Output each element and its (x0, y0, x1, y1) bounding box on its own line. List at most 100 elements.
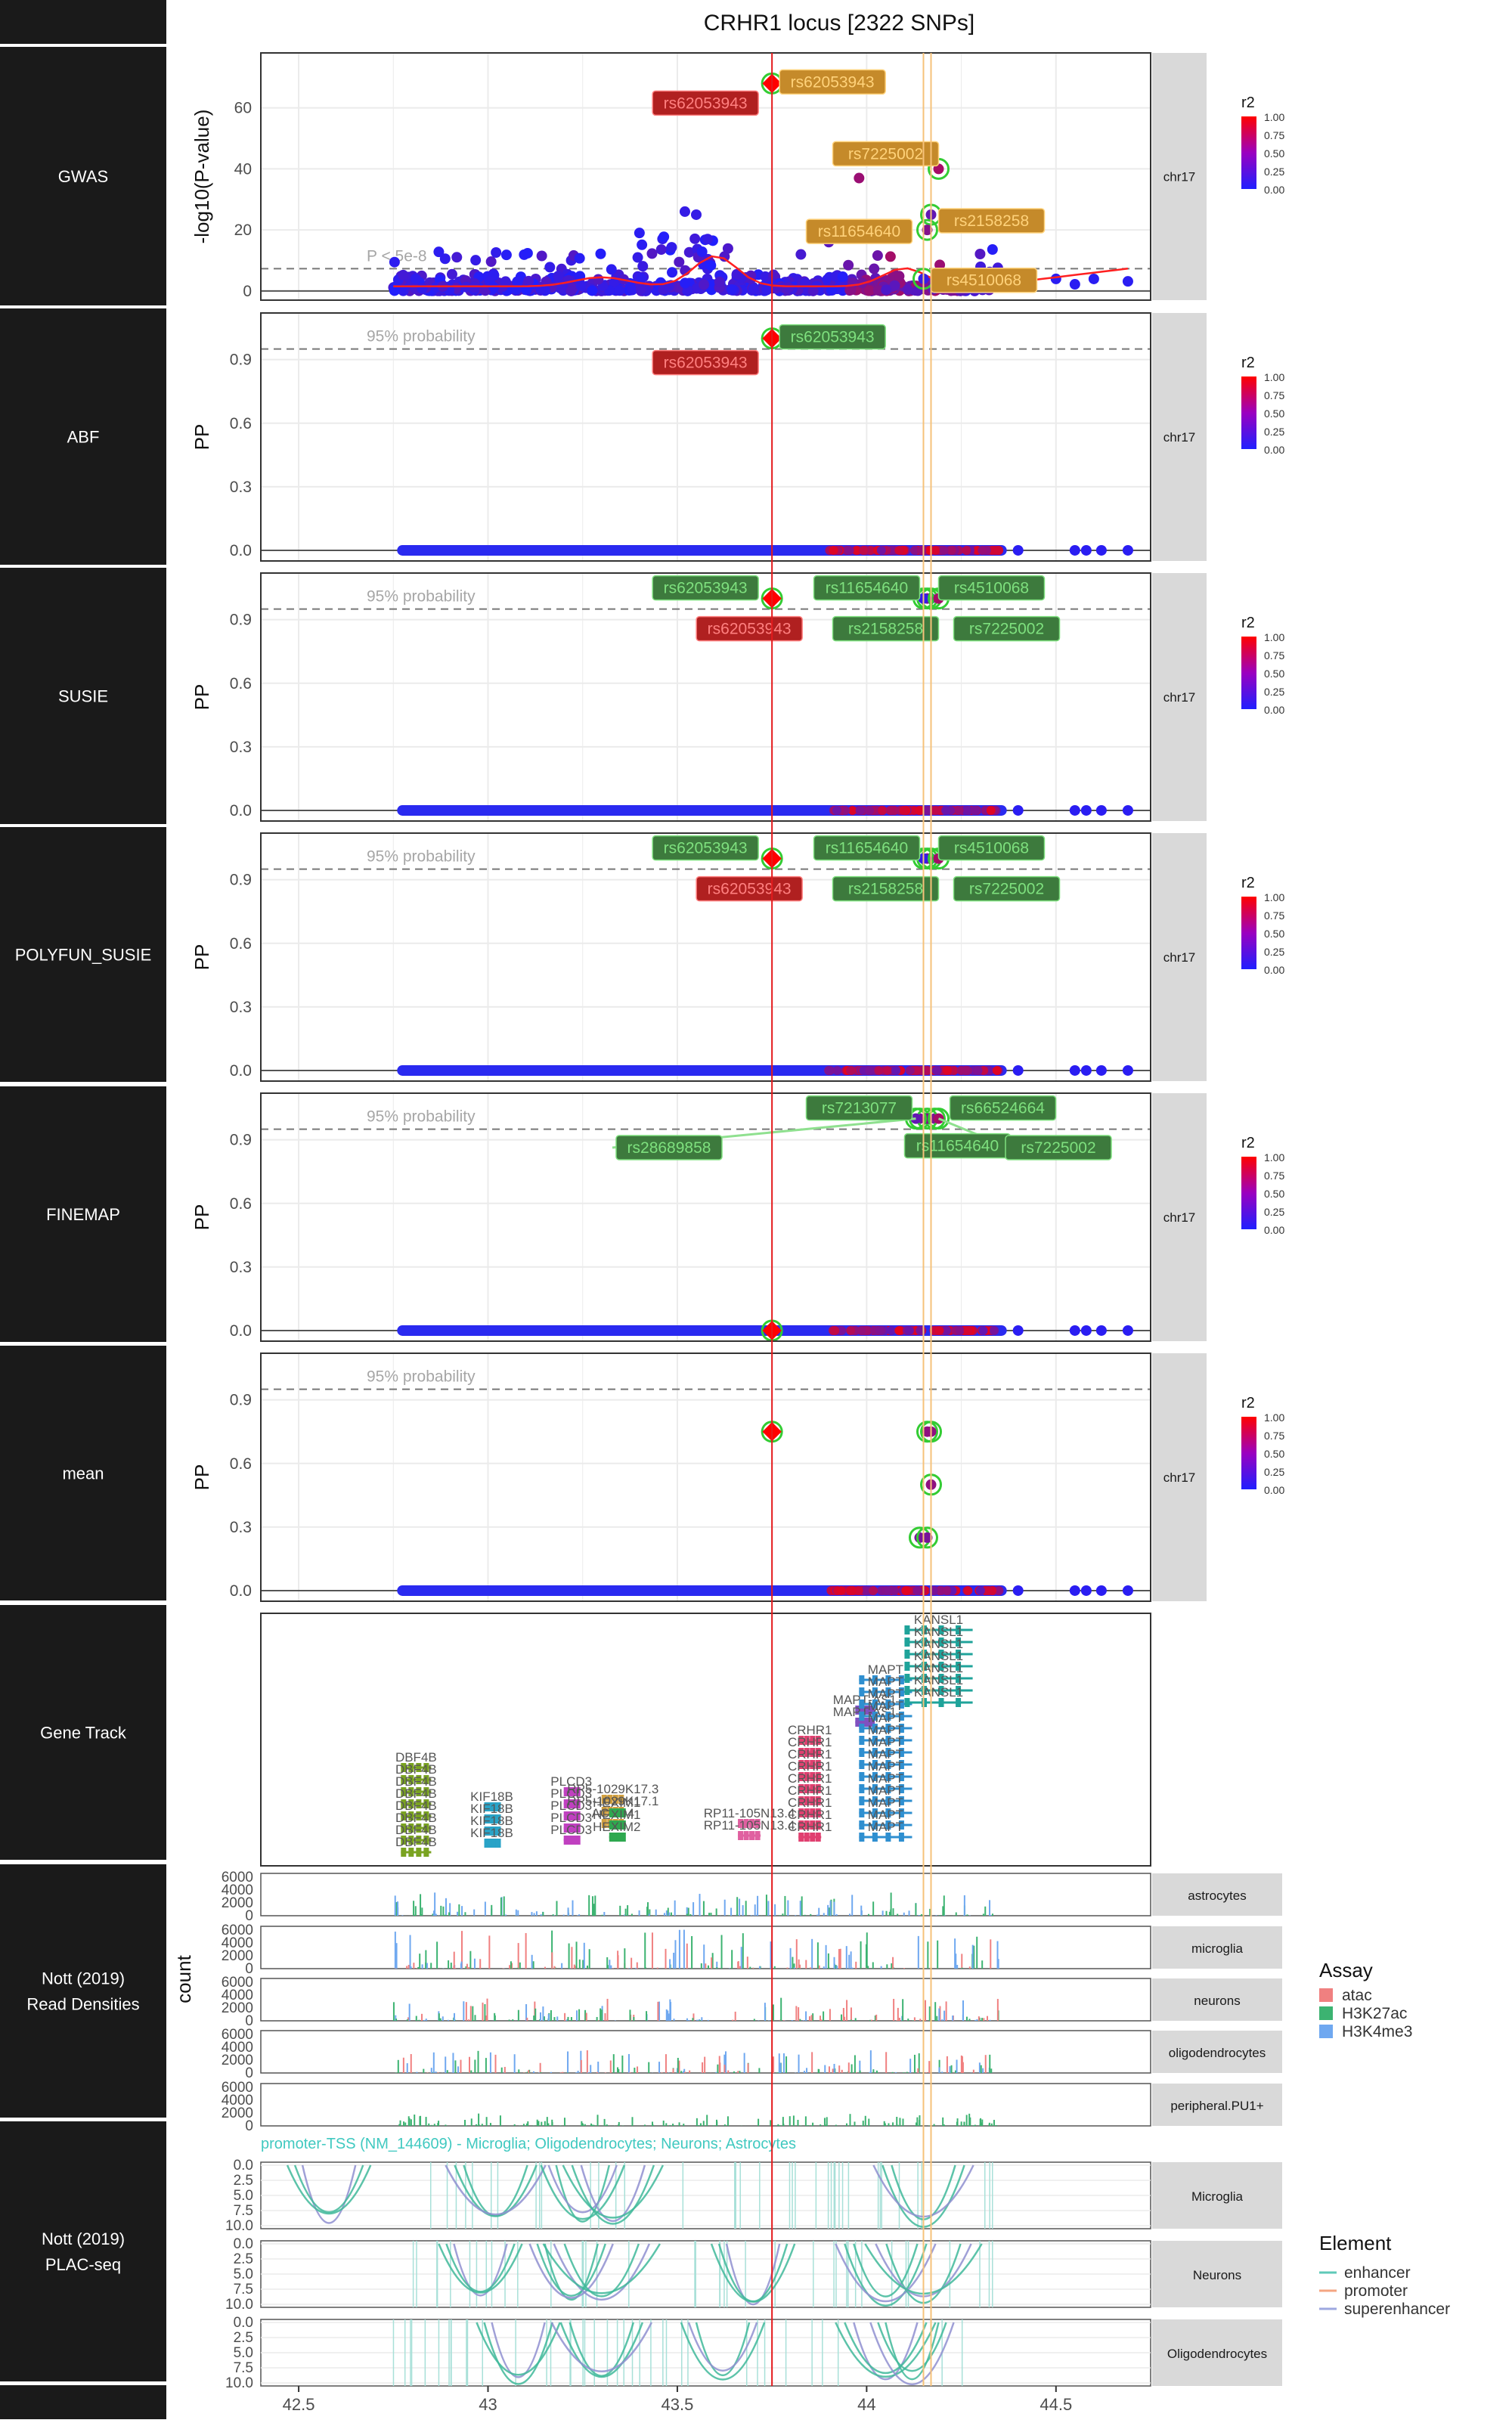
sidebar-cell (0, 1346, 166, 1600)
snp-label-box (949, 1095, 1057, 1121)
mapt-exon (859, 1808, 865, 1817)
snp-point (916, 1325, 925, 1335)
interaction-arc (445, 2243, 516, 2293)
snp-point (593, 274, 604, 285)
hexim-exon (612, 1820, 618, 1830)
legend-tick: 0.50 (1264, 1448, 1284, 1460)
legend-label: atac (1342, 1987, 1372, 2004)
snp-point (901, 1585, 911, 1595)
snp-label: rs2158258 (832, 615, 940, 642)
crhr1-exon (815, 1820, 821, 1830)
y-tick-label: 7.5 (234, 2203, 253, 2219)
mapt-label: MAPT (868, 1759, 903, 1774)
mapt-label: MAPT (868, 1699, 903, 1713)
dbf4b-exon (423, 1763, 429, 1772)
kif18b-exon (484, 1827, 490, 1836)
snp-point (975, 1585, 985, 1595)
hexim-label: HEXIM1 (593, 1796, 640, 1810)
rp11-exon (743, 1831, 749, 1840)
snp-point (446, 268, 457, 280)
track-label: ABF (67, 428, 100, 447)
hexim-exon (620, 1833, 626, 1842)
snp-point (891, 1065, 901, 1075)
y-tick-label: 0 (245, 2065, 253, 2081)
mapt-label: MAPT (868, 1711, 903, 1725)
snp-point (934, 259, 946, 271)
legend-tick: 1.00 (1264, 1411, 1284, 1424)
sidebar-cell (0, 1864, 166, 2118)
snp-label-text: rs11654640 (818, 223, 900, 240)
crhr1-exon (815, 1772, 821, 1781)
y-tick-label: 4000 (222, 1882, 253, 1898)
legend-tick: 0.75 (1264, 649, 1284, 662)
kansl1-label: KANSL1 (914, 1661, 963, 1675)
snp-point (963, 1585, 973, 1595)
legend-tick: 0.25 (1264, 1206, 1284, 1218)
crhr1-exon (815, 1736, 821, 1745)
snp-point (858, 545, 868, 555)
track-label: PLAC-seq (45, 2255, 121, 2274)
snp-point (635, 284, 646, 295)
sidebar-cell (0, 2121, 166, 2381)
y-tick-label: 0.9 (230, 872, 252, 889)
mapt-exon (859, 1760, 865, 1769)
mapt-exon (872, 1772, 878, 1781)
hexim-label: HEXIM2 (593, 1820, 640, 1834)
crhr1-exon (810, 1833, 816, 1842)
legend-colorbar (1241, 376, 1256, 449)
interaction-arc (844, 2243, 928, 2307)
mapt-exon (859, 1700, 865, 1709)
snp-point (614, 285, 625, 296)
mapt-exon (885, 1736, 891, 1745)
track-label: SUSIE (58, 687, 108, 706)
snp-point (872, 284, 884, 296)
y-tick-label: 0.6 (230, 935, 252, 953)
snp-point (939, 545, 949, 555)
y-tick-label: 0 (245, 1908, 253, 1924)
snp-point (844, 545, 854, 555)
facet-strip-label: Neurons (1193, 2268, 1241, 2282)
y-axis-label: PP (191, 684, 213, 711)
snp-point (1069, 804, 1080, 816)
y-tick-label: 2.5 (234, 2251, 253, 2267)
interaction-arc (869, 2322, 955, 2385)
track-panel-polyfun_susie: 0.0 0.3 0.6 0.9 PP 95% probability rs62053943 r… (191, 832, 1284, 1082)
dbf4b-exon (408, 1823, 414, 1833)
plcd3-exon (571, 1823, 577, 1833)
x-tick-label: 43.5 (662, 2395, 694, 2414)
y-tick-label: 4000 (222, 1988, 253, 2003)
interaction-arc (877, 2322, 947, 2372)
r2-legend: r2 1.00 0.75 0.50 0.25 0.00 (1241, 355, 1284, 456)
facet-strip (1152, 2084, 1282, 2126)
snp-point (963, 1325, 973, 1335)
snp-label: rs4510068 (937, 835, 1046, 861)
interaction-arc (710, 2243, 796, 2303)
threshold-label: 95% probability (367, 848, 476, 866)
snp-point (1050, 273, 1061, 284)
legend-tick: 0.50 (1264, 147, 1284, 160)
mapt-as1-exon (869, 1718, 875, 1727)
snp-point (894, 1325, 904, 1335)
dbf4b-label: DBF4B (395, 1774, 437, 1789)
y-tick-label: 0.6 (230, 675, 252, 693)
snp-point (865, 805, 875, 815)
rp11-label: RP11-105N13.4 (704, 1818, 795, 1833)
snp-label-box (832, 141, 940, 167)
kif18b-exon (488, 1802, 494, 1811)
snp-point (637, 261, 649, 272)
plcd3-exon (563, 1811, 569, 1820)
credible-snp-ring (916, 1526, 938, 1549)
snp-label-box (953, 875, 1061, 902)
hexim-exon (620, 1808, 626, 1817)
legend-title: r2 (1241, 95, 1255, 111)
snp-point (1012, 544, 1024, 556)
snp-point (978, 1325, 988, 1335)
plcd3-label: PLCD3 (550, 1799, 592, 1813)
snp-label-text: rs4510068 (947, 272, 1021, 290)
legend-tick: 0.75 (1264, 909, 1284, 922)
snp-point (439, 253, 451, 265)
snp-point (1095, 1585, 1107, 1596)
snp-point (417, 283, 428, 294)
